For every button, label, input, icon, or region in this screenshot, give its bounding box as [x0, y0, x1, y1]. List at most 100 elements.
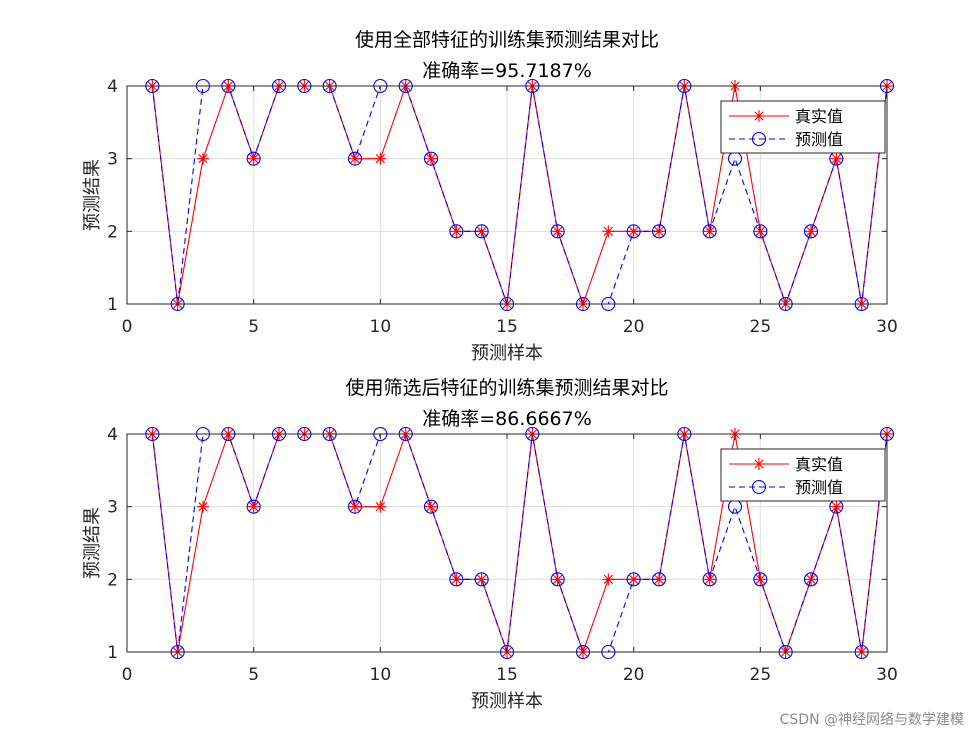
point-actual	[754, 573, 767, 586]
point-predicted	[423, 151, 439, 166]
series-line-predicted	[151, 85, 888, 306]
point-actual	[602, 225, 615, 238]
star-stroke	[755, 574, 765, 584]
chart-subtitle: 准确率=95.7187%	[422, 60, 592, 82]
point-predicted	[550, 572, 565, 587]
point-actual	[475, 225, 488, 238]
legend-label: 真实值	[795, 455, 843, 474]
point-predicted	[550, 224, 565, 239]
star-stroke	[754, 111, 764, 121]
point-predicted	[651, 224, 667, 239]
point-predicted	[474, 572, 489, 587]
x-axis-label: 预测样本	[471, 691, 543, 712]
legend-label: 预测值	[795, 130, 843, 149]
star-stroke	[831, 154, 841, 164]
point-actual	[653, 573, 665, 586]
star-stroke	[375, 502, 385, 512]
y-tick-label: 4	[107, 77, 118, 97]
star-stroke	[629, 574, 639, 584]
star-stroke	[603, 226, 613, 236]
point-predicted	[423, 499, 439, 514]
point-predicted	[449, 224, 464, 239]
y-tick-label: 3	[107, 150, 118, 170]
x-tick-label: 25	[750, 665, 772, 685]
point-actual	[349, 500, 361, 513]
series-line-predicted	[151, 433, 888, 654]
y-tick-label: 2	[107, 570, 118, 590]
point-actual	[475, 573, 488, 586]
point-predicted	[803, 224, 819, 239]
point-actual	[627, 573, 640, 586]
x-tick-label: 0	[122, 317, 133, 337]
star-stroke	[198, 502, 208, 512]
star-stroke	[654, 226, 664, 236]
point-predicted	[246, 499, 261, 514]
x-tick-label: 30	[876, 317, 898, 337]
chart-title: 使用筛选后特征的训练集预测结果对比	[345, 377, 668, 399]
star-stroke	[754, 459, 764, 469]
y-axis-label: 预测结果	[82, 507, 103, 579]
subplot-2: 0 5 10 15 20 25 30 1 2 3 4 使用筛选后特征的训练集预测结果对比准确率=86.…	[82, 377, 898, 712]
watermark-text: CSDN @神经网络与数学建模	[780, 712, 964, 728]
point-actual	[197, 152, 209, 165]
point-predicted	[702, 572, 717, 587]
point-predicted	[803, 572, 819, 587]
point-actual	[450, 225, 463, 238]
star-stroke	[553, 574, 563, 584]
star-stroke	[705, 574, 715, 584]
legend-marker-star	[753, 110, 765, 122]
x-tick-label: 5	[248, 317, 259, 337]
star-stroke	[806, 226, 816, 236]
x-tick-label: 0	[122, 665, 133, 685]
point-actual	[653, 225, 665, 238]
x-tick-label: 20	[623, 317, 645, 337]
star-stroke	[426, 502, 436, 512]
star-stroke	[831, 502, 841, 512]
x-tick-label: 10	[370, 317, 392, 337]
y-tick-label: 1	[107, 295, 118, 315]
point-predicted	[626, 224, 641, 239]
legend-marker-circle	[751, 131, 767, 147]
x-tick-label: 10	[370, 665, 392, 685]
star-stroke	[654, 574, 664, 584]
point-actual	[627, 225, 640, 238]
star-stroke	[375, 154, 385, 164]
legend-marker-circle	[751, 479, 767, 495]
star-stroke	[755, 226, 765, 236]
star-stroke	[477, 574, 487, 584]
legend-label: 真实值	[795, 107, 843, 126]
point-actual	[830, 500, 843, 513]
x-tick-label: 15	[496, 665, 518, 685]
point-predicted	[702, 224, 717, 239]
point-predicted	[753, 572, 768, 587]
point-actual	[349, 152, 361, 165]
point-predicted	[626, 572, 641, 587]
y-tick-label: 2	[107, 222, 118, 242]
point-actual	[450, 573, 463, 586]
x-axis-label: 预测样本	[471, 343, 543, 364]
point-actual	[247, 152, 260, 165]
x-tick-label: 30	[876, 665, 898, 685]
point-actual	[425, 152, 437, 165]
point-actual	[425, 500, 437, 513]
point-predicted	[347, 499, 363, 514]
point-actual	[551, 225, 564, 238]
y-axis-label: 预测结果	[82, 159, 103, 231]
star-stroke	[426, 154, 436, 164]
point-actual	[805, 225, 817, 238]
chart-subtitle: 准确率=86.6667%	[422, 408, 592, 430]
star-stroke	[705, 226, 715, 236]
point-actual	[551, 573, 564, 586]
x-tick-label: 5	[248, 665, 259, 685]
point-actual	[197, 500, 209, 513]
star-stroke	[350, 502, 360, 512]
star-stroke	[477, 226, 487, 236]
x-tick-label: 15	[496, 317, 518, 337]
point-actual	[805, 573, 817, 586]
point-actual	[703, 225, 716, 238]
subplot-1: 0 5 10 15 20 25 30 1 2 3 4 使用全部特征的训练集预测结果对比准确率=95.7…	[82, 29, 898, 364]
point-predicted	[651, 572, 667, 587]
